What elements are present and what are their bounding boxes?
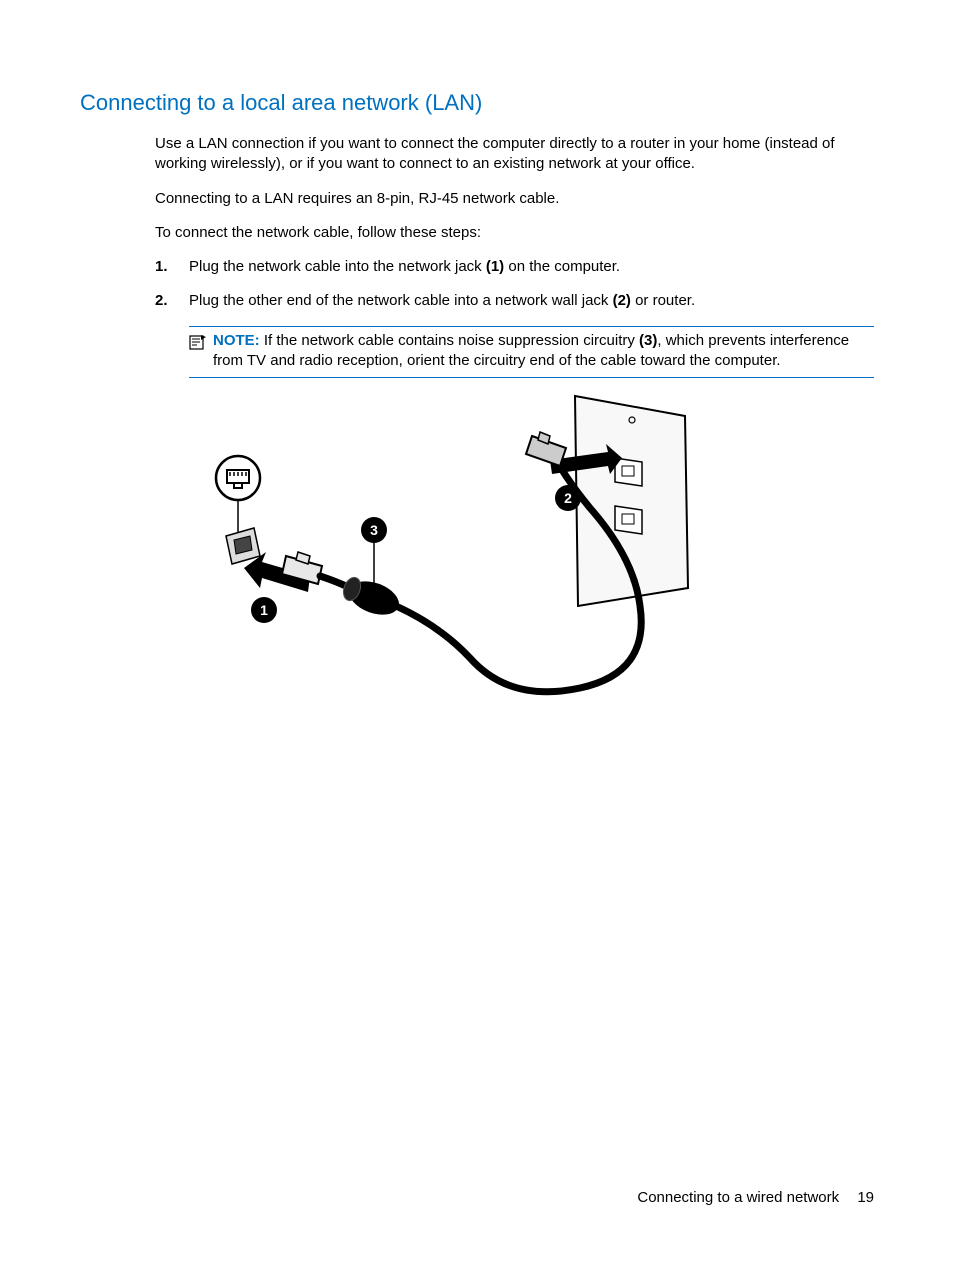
intro-paragraph: Use a LAN connection if you want to conn… — [155, 134, 874, 175]
step-number: 1. — [155, 257, 189, 277]
callout-2: (2) — [613, 292, 631, 309]
page-footer: Connecting to a wired network 19 — [637, 1189, 874, 1206]
svg-text:3: 3 — [370, 522, 378, 538]
note-label: NOTE: — [213, 332, 260, 349]
ferrite-core — [340, 575, 403, 621]
steps-list: 1. Plug the network cable into the netwo… — [155, 257, 874, 312]
callout-marker-3: 3 — [361, 517, 387, 543]
note-box: NOTE: If the network cable contains nois… — [189, 326, 874, 379]
note-text: NOTE: If the network cable contains nois… — [213, 331, 874, 372]
rj45-port-icon — [216, 456, 260, 536]
rj45-connector-right — [526, 432, 566, 466]
page-number: 19 — [857, 1189, 874, 1206]
step-number: 2. — [155, 291, 189, 311]
callout-3: (3) — [639, 332, 657, 349]
svg-text:1: 1 — [260, 602, 268, 618]
callout-1: (1) — [486, 258, 504, 275]
callout-marker-1: 1 — [251, 597, 277, 623]
step-text: Plug the other end of the network cable … — [189, 291, 695, 311]
footer-section-title: Connecting to a wired network — [637, 1189, 839, 1206]
computer-jack — [226, 528, 260, 564]
cable-diagram: 2 — [190, 388, 874, 742]
step-2: 2. Plug the other end of the network cab… — [155, 291, 874, 311]
step-text: Plug the network cable into the network … — [189, 257, 620, 277]
svg-text:2: 2 — [564, 490, 572, 506]
section-heading: Connecting to a local area network (LAN) — [80, 90, 874, 116]
step-1: 1. Plug the network cable into the netwo… — [155, 257, 874, 277]
note-icon — [189, 331, 213, 372]
steps-intro: To connect the network cable, follow the… — [155, 223, 874, 243]
requirement-paragraph: Connecting to a LAN requires an 8-pin, R… — [155, 189, 874, 209]
